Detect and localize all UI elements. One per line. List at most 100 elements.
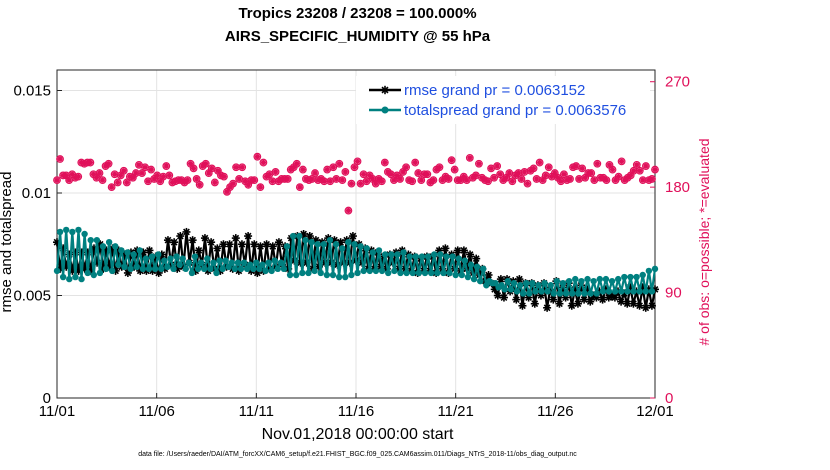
obs-count-point	[608, 165, 617, 174]
totalspread-point	[201, 265, 208, 273]
obs-count-point	[122, 178, 131, 187]
totalspread-point	[440, 269, 447, 277]
totalspread-point	[75, 226, 82, 234]
totalspread-point	[467, 261, 475, 268]
obs-count-point	[189, 164, 198, 173]
y-tick-label: 0.005	[13, 288, 51, 305]
totalspread-point	[458, 271, 465, 279]
obs-count-point	[220, 172, 228, 181]
obs-count-point	[344, 206, 353, 215]
totalspread-point	[164, 263, 171, 270]
obs-count-point	[353, 157, 362, 166]
totalspread-point	[293, 271, 300, 279]
obs-count-point	[399, 168, 407, 176]
obs-count-point	[359, 170, 368, 179]
rmse-point	[641, 303, 650, 312]
totalspread-point	[283, 243, 291, 250]
obs-count-point	[638, 176, 647, 185]
totalspread-point	[228, 259, 235, 266]
totalspread-point	[385, 269, 392, 277]
obs-count-point	[110, 170, 119, 179]
obs-count-point	[632, 160, 641, 169]
obs-count-point	[447, 156, 456, 165]
obs-count-point	[298, 165, 307, 174]
obs-count-point	[493, 162, 502, 170]
totalspread-point	[556, 290, 564, 297]
rmse-point	[145, 246, 154, 255]
totalspread-point	[569, 290, 576, 297]
totalspread-point	[636, 288, 643, 295]
obs-count-point	[517, 175, 526, 183]
obs-count-point	[207, 164, 216, 173]
obs-count-point	[104, 159, 113, 168]
obs-count-point	[86, 158, 95, 167]
obs-count-point	[590, 176, 599, 185]
y-tick-label: 0.01	[22, 185, 51, 202]
obs-count-point	[271, 168, 280, 176]
obs-count-point	[408, 177, 417, 186]
y-tick-labels: 0 0.005 0.01 0.015	[13, 83, 51, 408]
obs-count-point	[98, 176, 107, 185]
obs-count-point	[556, 177, 565, 186]
obs-count-point	[335, 159, 344, 168]
obs-count-point	[550, 169, 559, 177]
totalspread-point	[599, 288, 607, 295]
totalspread-point	[400, 249, 407, 256]
totalspread-point	[277, 259, 285, 266]
totalspread-point	[268, 267, 275, 275]
x-tick-label: 11/21	[437, 403, 473, 420]
totalspread-point	[504, 277, 511, 285]
totalspread-point	[253, 259, 260, 266]
totalspread-point	[167, 255, 174, 262]
totalspread-point	[507, 286, 515, 293]
totalspread-point	[464, 273, 472, 281]
totalspread-point	[427, 269, 435, 277]
rmse-point	[459, 246, 468, 255]
obs-count-point	[429, 176, 438, 185]
rmse-point	[543, 303, 552, 312]
totalspread-point	[477, 277, 484, 285]
rmse-point	[237, 240, 246, 249]
obs-count-point	[462, 176, 471, 185]
totalspread-point	[602, 275, 610, 283]
totalspread-point	[170, 265, 177, 273]
totalspread-point	[381, 251, 389, 258]
totalspread-point	[648, 288, 656, 295]
obs-count-point	[635, 166, 644, 175]
totalspread-point	[84, 269, 91, 277]
rmse-point	[586, 297, 595, 306]
obs-count-point	[435, 163, 444, 172]
totalspread-point	[136, 247, 143, 254]
totalspread-point	[412, 253, 419, 260]
totalspread-point	[274, 265, 281, 273]
totalspread-point	[403, 269, 410, 277]
legend-rmse-label: rmse grand pr = 0.0063152	[404, 82, 585, 99]
obs-count-point	[575, 175, 584, 183]
rmse-point	[493, 291, 502, 300]
totalspread-point	[394, 251, 401, 258]
totalspread-point	[216, 257, 223, 264]
totalspread-point	[624, 288, 631, 295]
totalspread-point	[461, 257, 469, 264]
totalspread-point	[326, 236, 334, 244]
rmse-point	[518, 301, 527, 310]
rmse-point	[163, 236, 172, 245]
totalspread-point	[519, 290, 527, 297]
rmse-point	[274, 238, 283, 247]
rmse-point	[123, 268, 132, 277]
totalspread-point	[452, 271, 459, 279]
totalspread-point	[69, 228, 76, 236]
totalspread-point	[280, 265, 288, 273]
x-tick-label: 12/01	[636, 403, 674, 420]
totalspread-point	[449, 253, 456, 260]
rmse-point	[213, 244, 222, 253]
rmse-point	[472, 254, 481, 263]
totalspread-point	[176, 261, 183, 268]
obs-count-point	[65, 176, 74, 185]
totalspread-series	[53, 226, 659, 297]
obs-count-point	[496, 170, 505, 179]
totalspread-point	[145, 265, 153, 273]
obs-count-point	[338, 176, 347, 185]
totalspread-point	[142, 255, 150, 262]
totalspread-point	[99, 243, 107, 250]
